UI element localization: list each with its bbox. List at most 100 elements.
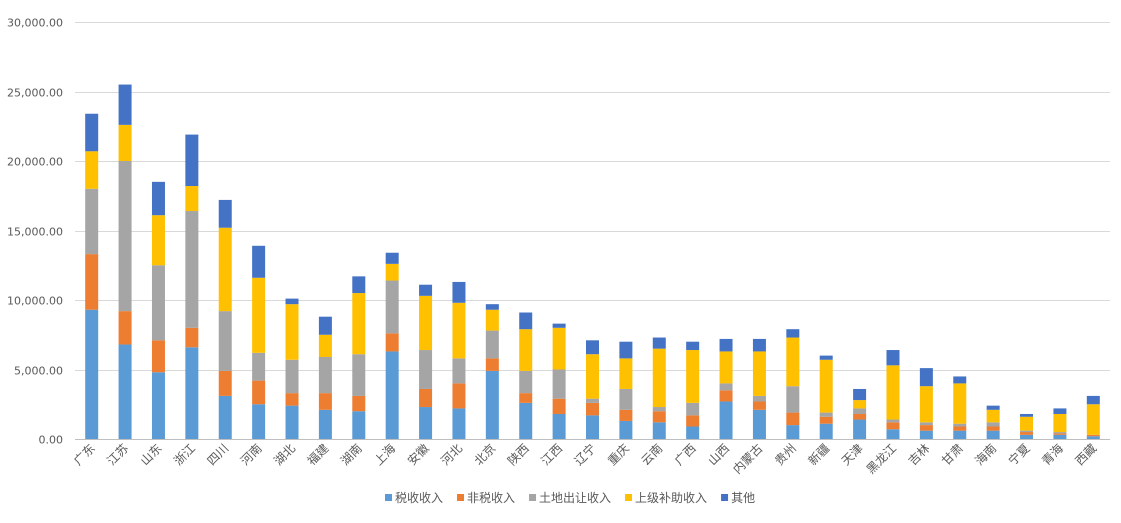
x-tick-label: 西藏: [1073, 441, 1100, 468]
bar-segment: [853, 408, 867, 414]
bar-segment: [352, 293, 366, 355]
bar-segment: [819, 359, 833, 413]
bar-segment: [452, 358, 466, 384]
bar-segment: [118, 311, 132, 345]
bar-segment: [452, 302, 466, 359]
bar-segment: [586, 415, 599, 439]
bar-stack: [552, 323, 566, 439]
bar-segment: [652, 337, 666, 349]
bar-stack: [385, 252, 399, 439]
bar-segment: [218, 227, 232, 312]
legend: 税收收入 非税收入 土地出让收入 上级补助收入 其他: [385, 491, 755, 505]
legend-swatch: [529, 494, 537, 501]
bar-segment: [652, 407, 666, 412]
bar-segment: [252, 352, 266, 381]
bar-stack: [452, 281, 466, 439]
legend-item: 税收收入: [385, 491, 443, 505]
bars: [85, 84, 1100, 439]
legend-item: 其他: [721, 491, 755, 505]
bar-segment: [285, 304, 299, 360]
bar-stack: [986, 405, 1000, 439]
bar-segment: [218, 311, 232, 371]
y-tick-label: 15,000.00: [7, 226, 63, 239]
bar-stack: [419, 284, 433, 439]
bar-stack: [953, 376, 967, 439]
bar-segment: [552, 413, 566, 439]
bar-stack: [853, 388, 867, 439]
bar-segment: [552, 323, 566, 328]
bar-segment: [986, 422, 1000, 427]
x-tick-label: 海南: [972, 441, 1000, 469]
bar-segment: [786, 329, 800, 338]
bar-stack: [919, 368, 933, 439]
bar-stack: [752, 338, 766, 439]
legend-item: 上级补助收入: [625, 491, 707, 505]
bar-segment: [986, 409, 1000, 423]
x-tick-label: 山西: [705, 441, 732, 468]
bar-segment: [819, 412, 833, 417]
bar-segment: [853, 400, 867, 409]
bar-segment: [352, 276, 366, 294]
bar-stack: [151, 181, 165, 439]
legend-label: 非税收入: [467, 491, 515, 505]
x-tick-label: 重庆: [605, 441, 632, 468]
bar-segment: [419, 407, 433, 439]
bar-segment: [519, 370, 533, 394]
bar-segment: [552, 327, 566, 370]
bar-segment: [686, 341, 700, 351]
bar-segment: [151, 265, 165, 341]
bar-segment: [452, 383, 466, 409]
bar-segment: [853, 413, 867, 420]
bar-segment: [586, 398, 599, 403]
bar-segment: [285, 405, 299, 439]
bar-segment: [352, 354, 366, 396]
bar-segment: [419, 295, 433, 351]
bar-stack: [886, 350, 900, 439]
bar-segment: [953, 430, 967, 439]
x-tick-label: 云南: [638, 441, 666, 469]
bar-segment: [652, 348, 666, 408]
bar-segment: [118, 124, 132, 161]
legend-label: 上级补助收入: [635, 491, 707, 505]
x-axis-category-labels: 广东 江苏 山东 浙江 四川 河南 湖北 福建 湖南 上海 安徽 河北 北京 陕西 江西 辽宁 重庆 云南 广西 山西…: [71, 441, 1099, 477]
bar-segment: [786, 412, 800, 426]
bar-segment: [1020, 430, 1034, 433]
bar-segment: [1086, 436, 1100, 439]
bar-segment: [819, 355, 833, 360]
x-tick-label: 甘肃: [939, 441, 966, 468]
bar-segment: [218, 370, 232, 396]
bar-segment: [385, 333, 399, 352]
bar-segment: [485, 370, 499, 439]
bar-segment: [719, 351, 733, 384]
x-tick-label: 宁夏: [1005, 441, 1033, 469]
bar-segment: [686, 415, 700, 427]
bar-stack: [719, 338, 733, 439]
bar-segment: [85, 309, 99, 439]
bar-segment: [919, 368, 933, 387]
x-tick-label: 青海: [1038, 441, 1066, 469]
bar-stack: [586, 340, 599, 439]
bar-segment: [1053, 432, 1067, 434]
bar-segment: [151, 181, 165, 216]
bar-segment: [986, 430, 1000, 439]
bar-segment: [919, 425, 933, 431]
bar-segment: [151, 340, 165, 373]
x-tick-label: 福建: [304, 441, 332, 469]
bar-segment: [485, 358, 499, 371]
y-tick-label: 0.00: [39, 434, 64, 447]
bar-segment: [385, 263, 399, 281]
bar-segment: [252, 245, 266, 278]
legend-swatch: [625, 494, 633, 501]
bar-stack: [819, 355, 833, 439]
bar-segment: [719, 390, 733, 402]
bar-segment: [953, 426, 967, 431]
bar-segment: [919, 386, 933, 423]
bar-segment: [953, 376, 967, 384]
bar-segment: [919, 422, 933, 426]
legend-item: 非税收入: [457, 491, 515, 505]
bar-segment: [586, 402, 599, 416]
bar-segment: [452, 408, 466, 439]
bar-segment: [552, 398, 566, 414]
x-tick-label: 贵州: [772, 441, 799, 468]
bar-segment: [252, 380, 266, 405]
